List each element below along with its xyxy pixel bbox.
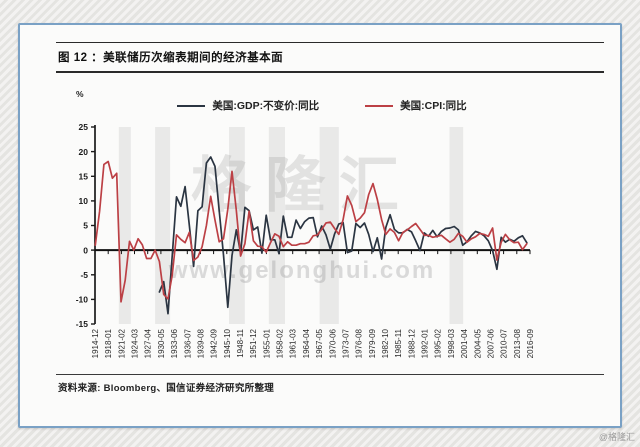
svg-text:1918-01: 1918-01 <box>104 328 113 358</box>
svg-text:1927-04: 1927-04 <box>144 328 153 358</box>
svg-text:1951-12: 1951-12 <box>249 328 258 358</box>
svg-text:10: 10 <box>79 196 89 206</box>
svg-text:1958-02: 1958-02 <box>276 328 285 358</box>
svg-text:1930-05: 1930-05 <box>157 328 166 358</box>
svg-text:1948-11: 1948-11 <box>236 328 245 357</box>
svg-text:1992-01: 1992-01 <box>421 328 430 358</box>
source-rule <box>56 374 604 375</box>
svg-text:1973-07: 1973-07 <box>342 328 351 358</box>
legend-item-gdp: 美国:GDP:不变价:同比 <box>177 98 319 113</box>
svg-text:1921-02: 1921-02 <box>117 328 126 358</box>
svg-text:2013-08: 2013-08 <box>513 328 522 358</box>
svg-text:1942-09: 1942-09 <box>210 328 219 358</box>
title-top-rule <box>56 42 604 43</box>
svg-text:25: 25 <box>79 122 89 132</box>
svg-text:1924-03: 1924-03 <box>131 328 140 358</box>
cpi-line-swatch <box>365 104 394 107</box>
svg-text:5: 5 <box>83 221 88 231</box>
legend-item-cpi: 美国:CPI:同比 <box>365 98 467 113</box>
svg-text:1945-10: 1945-10 <box>223 328 232 358</box>
svg-text:2016-09: 2016-09 <box>526 328 535 358</box>
svg-text:1985-11: 1985-11 <box>394 328 403 357</box>
svg-text:2010-07: 2010-07 <box>500 328 509 358</box>
svg-text:1979-09: 1979-09 <box>368 328 377 358</box>
svg-text:-10: -10 <box>76 295 89 305</box>
svg-text:1964-04: 1964-04 <box>302 328 311 358</box>
y-axis-unit-label: % <box>76 89 84 99</box>
chart-legend: 美国:GDP:不变价:同比 美国:CPI:同比 <box>20 98 624 113</box>
title-bottom-rule <box>56 71 604 73</box>
figure-title: 图 12 ：美联储历次缩表期间的经济基本面 <box>58 52 284 64</box>
legend-label-gdp: 美国:GDP:不变价:同比 <box>212 100 320 112</box>
svg-text:1976-08: 1976-08 <box>355 328 364 358</box>
svg-text:1967-05: 1967-05 <box>315 328 324 358</box>
watermark-corner-gelonghui: @格隆汇 <box>598 432 635 442</box>
svg-text:1955-01: 1955-01 <box>262 328 271 358</box>
source-note: 资料来源: Bloomberg、国信证券经济研究所整理 <box>58 383 275 394</box>
svg-text:20: 20 <box>79 147 89 157</box>
svg-text:1982-10: 1982-10 <box>381 328 390 358</box>
svg-text:1970-06: 1970-06 <box>328 328 337 358</box>
svg-text:1995-02: 1995-02 <box>434 328 443 358</box>
svg-text:0: 0 <box>83 245 88 255</box>
svg-text:1988-12: 1988-12 <box>407 328 416 358</box>
svg-text:1939-08: 1939-08 <box>197 328 206 358</box>
legend-label-cpi: 美国:CPI:同比 <box>400 100 467 112</box>
svg-text:2001-04: 2001-04 <box>460 328 469 358</box>
svg-text:1936-07: 1936-07 <box>183 328 192 358</box>
svg-text:2007-06: 2007-06 <box>487 328 496 358</box>
svg-text:1961-03: 1961-03 <box>289 328 298 358</box>
svg-text:1933-06: 1933-06 <box>170 328 179 358</box>
svg-text:1998-03: 1998-03 <box>447 328 456 358</box>
svg-text:2004-05: 2004-05 <box>473 328 482 358</box>
svg-text:1914-12: 1914-12 <box>91 328 100 358</box>
svg-text:-5: -5 <box>80 270 88 280</box>
gdp-line-swatch <box>177 104 206 107</box>
svg-text:15: 15 <box>79 172 89 182</box>
svg-text:-15: -15 <box>76 319 89 329</box>
figure-card: 图 12 ：美联储历次缩表期间的经济基本面 % 美国:GDP:不变价:同比 美国… <box>18 23 622 428</box>
